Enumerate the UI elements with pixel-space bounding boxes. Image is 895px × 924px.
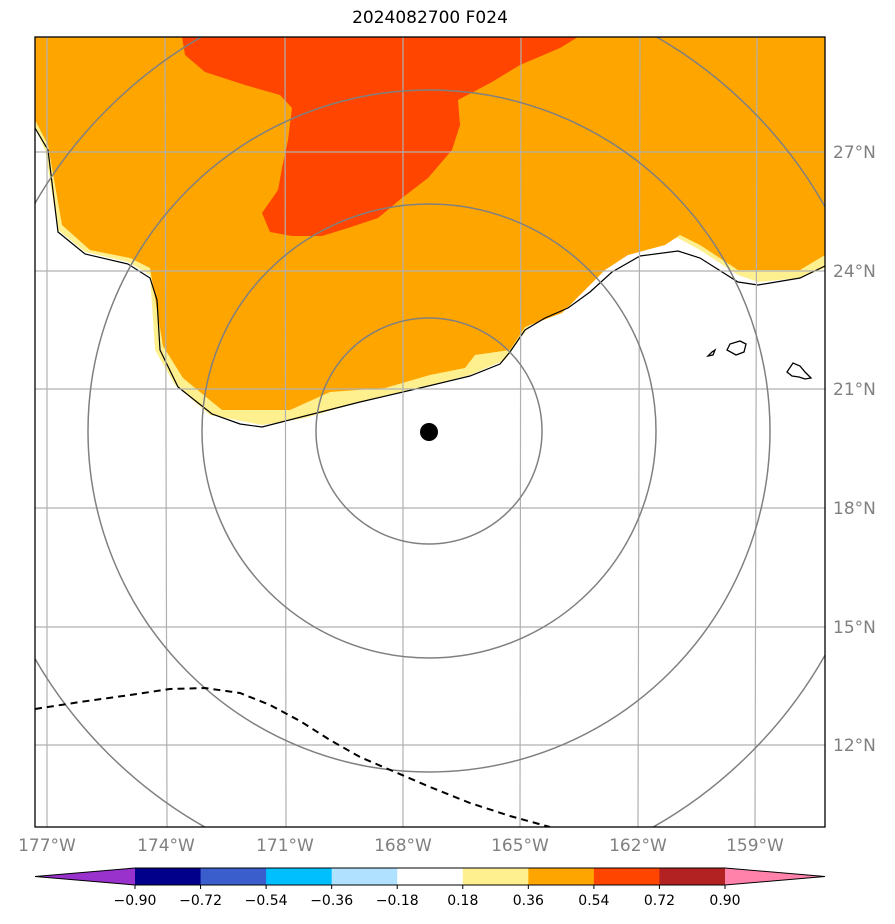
lon-tick-label: 174°W	[137, 836, 195, 856]
grid-meridian-171w	[284, 37, 287, 827]
colorbar: −0.90 −0.72 −0.54 −0.36 −0.18 0.18 0.36 0.54 0.7…	[34, 867, 826, 909]
colorbar-tick-label: −0.36	[310, 893, 353, 909]
colorbar-segment	[331, 868, 398, 885]
grid-meridian-174w	[164, 37, 168, 827]
colorbar-segment	[200, 868, 267, 885]
map-frame	[34, 36, 826, 828]
colorbar-segment	[659, 868, 726, 885]
lat-tick-label: 24°N	[833, 262, 876, 282]
colorbar-segment	[528, 868, 595, 885]
colorbar-tick-label: 0.36	[513, 893, 544, 909]
distance-ring-3	[87, 89, 771, 773]
grid-meridian-162w	[637, 37, 641, 827]
island-oahu	[786, 362, 813, 380]
lon-tick-label: 165°W	[491, 836, 549, 856]
dashed-contour	[35, 686, 551, 827]
colorbar-segment	[593, 868, 660, 885]
grid-meridian-165w	[519, 37, 522, 827]
lat-tick-label: 27°N	[833, 143, 876, 163]
lat-tick-labels: 27°N 24°N 21°N 18°N 15°N 12°N	[833, 143, 876, 756]
lat-tick-label: 18°N	[833, 499, 876, 519]
map-title: 2024082700 F024	[352, 8, 508, 28]
lon-tick-label: 171°W	[256, 836, 314, 856]
colorbar-tick-label: 0.72	[644, 893, 675, 909]
lon-tick-label: 162°W	[609, 836, 667, 856]
island-kauai	[726, 340, 747, 356]
colorbar-tick-label: 0.54	[578, 893, 609, 909]
lon-tick-label: 177°W	[18, 836, 76, 856]
colorbar-tick-label: 0.90	[709, 893, 740, 909]
colorbar-extend-low	[35, 868, 135, 885]
lon-tick-label: 168°W	[374, 836, 432, 856]
map-layers	[35, 37, 825, 827]
colorbar-segment	[135, 868, 202, 885]
colorbar-segment	[266, 868, 333, 885]
colorbar-tick-label: −0.18	[376, 893, 419, 909]
lon-tick-labels: 177°W 174°W 171°W 168°W 165°W 162°W 159°…	[18, 836, 784, 856]
coastline-contour	[35, 127, 825, 428]
island-niihau	[706, 348, 717, 358]
colorbar-tick-label: −0.72	[179, 893, 222, 909]
lat-tick-label: 12°N	[833, 736, 876, 756]
distance-ring-2	[201, 203, 657, 659]
lon-tick-label: 159°W	[726, 836, 784, 856]
lat-tick-label: 15°N	[833, 618, 876, 638]
colorbar-tick-label: 0.18	[447, 893, 478, 909]
colorbar-segment	[397, 868, 464, 885]
distance-ring-1	[315, 317, 543, 545]
colorbar-extend-high	[725, 868, 825, 885]
storm-center-marker	[420, 423, 438, 441]
anomaly-contour-0.54	[182, 37, 578, 236]
colorbar-tick-label: −0.90	[114, 893, 157, 909]
grid-meridian-159w	[754, 37, 758, 827]
colorbar-segment	[462, 868, 529, 885]
colorbar-tick-label: −0.54	[245, 893, 288, 909]
lat-tick-label: 21°N	[833, 380, 876, 400]
